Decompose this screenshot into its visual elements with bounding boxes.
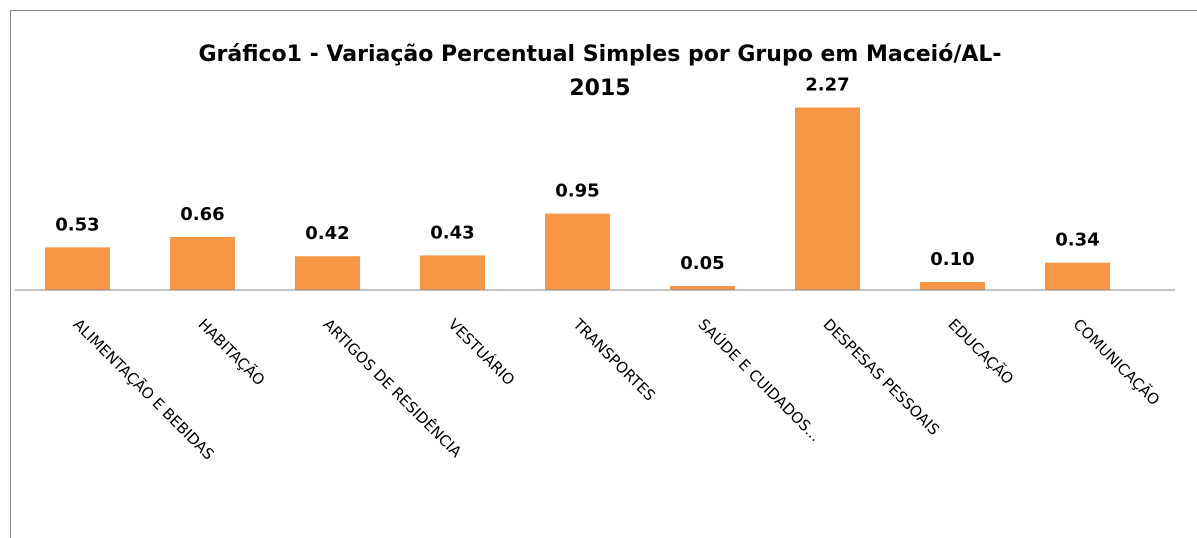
data-label: 0.05 [680,253,724,274]
data-label: 0.66 [180,204,224,225]
x-tick-label: EDUCAÇÃO [944,315,1017,388]
data-label: 0.53 [55,214,99,235]
bar [670,285,735,290]
x-tick-label: ARTIGOS DE RESIDÊNCIA [319,315,466,462]
bar [545,213,610,290]
chart-border [10,10,1197,538]
data-label: 0.43 [430,222,474,243]
bar [45,247,110,290]
x-tick-label: ALIMENTAÇÃO E BEBIDAS [69,315,218,464]
data-label: 0.10 [930,249,974,270]
chart-title: Gráfico1 - Variação Percentual Simples p… [198,42,1002,101]
bar [295,256,360,290]
x-tick-label: DESPESAS PESSOAIS [819,315,943,439]
x-tick-label: TRANSPORTES [569,315,659,405]
data-label: 0.95 [555,181,599,202]
x-tick-label: COMUNICAÇÃO [1069,315,1163,409]
bar [795,107,860,290]
bar [1045,262,1110,290]
x-tick-label: SAÚDE E CUIDADOS... [694,315,825,446]
data-label: 0.42 [305,223,349,244]
bar [170,236,235,290]
data-label: 0.34 [1055,230,1099,251]
bar [420,255,485,290]
bar [920,281,985,290]
x-tick-label: VESTUÁRIO [444,315,518,389]
data-label: 2.27 [805,74,849,95]
x-tick-label: HABITAÇÃO [194,315,269,390]
